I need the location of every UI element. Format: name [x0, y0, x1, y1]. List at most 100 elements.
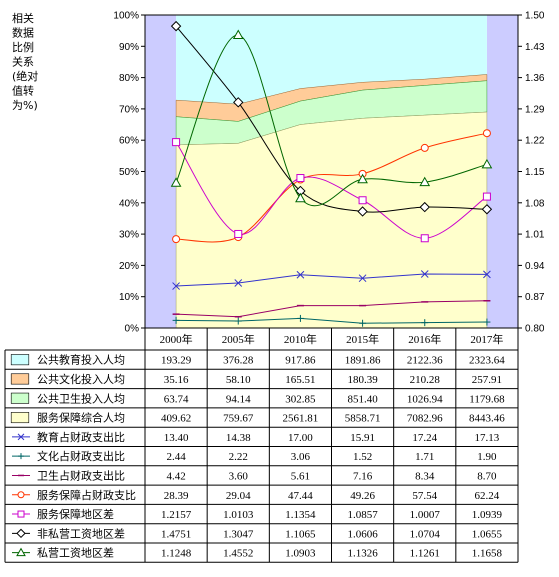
- table-cell: 15.91: [350, 432, 375, 444]
- category-label: 2016年: [408, 332, 441, 346]
- table-cell: 1.1261: [410, 548, 440, 560]
- table-cell: 851.40: [347, 393, 378, 405]
- table-cell: 29.04: [226, 490, 251, 502]
- table-cell: 5858.71: [345, 413, 381, 425]
- tick-label: 100%: [113, 11, 139, 22]
- table-cell: 3.06: [291, 451, 311, 463]
- data-point: [172, 282, 180, 290]
- series-line: [176, 317, 487, 324]
- tick-label: 30%: [119, 230, 139, 241]
- data-point: [358, 196, 367, 205]
- series-line: [176, 273, 487, 287]
- data-point: [481, 204, 493, 215]
- data-point: [296, 174, 305, 183]
- table-cell: 210.28: [410, 374, 441, 386]
- data-point: [483, 318, 491, 326]
- tick-label: 0%: [125, 324, 140, 335]
- tick-label: 50%: [119, 167, 139, 178]
- table-cell: 1.0655: [472, 528, 503, 540]
- data-point: [420, 234, 429, 243]
- stacked-areas: [175, 15, 488, 329]
- table-cell: 7.16: [353, 470, 373, 482]
- data-point: [232, 29, 244, 40]
- tick-label: 1.36: [525, 73, 545, 84]
- data-point: [172, 138, 181, 147]
- table-cell: 1.90: [477, 451, 497, 463]
- category-label: 2017年: [470, 332, 503, 346]
- table-cell: 1.1354: [285, 509, 316, 521]
- data-point: [420, 143, 429, 152]
- tick-label: 1.43: [525, 42, 545, 53]
- table-cell: 917.86: [285, 355, 316, 367]
- table-cell: 94.14: [226, 393, 251, 405]
- legend-key: [17, 510, 25, 518]
- data-point: [233, 97, 244, 108]
- data-point: [358, 274, 367, 283]
- table-cell: 1.4552: [223, 548, 253, 560]
- side-bands: [145, 15, 518, 328]
- table-cell: 1.0939: [472, 509, 503, 521]
- table-cell: 8.34: [415, 470, 435, 482]
- table-cell: 5.61: [291, 470, 310, 482]
- legend-key: [18, 453, 24, 460]
- left-axis-ticks: 0% 10% 20% 30% 40% 50% 60% 70% 80% 90% 100%: [113, 11, 145, 335]
- data-point: [234, 229, 243, 238]
- table-cell: 28.39: [164, 490, 189, 502]
- series-name: 卫生占财政支出比: [37, 468, 125, 482]
- data-point: [419, 201, 430, 213]
- table-cell: 1.1065: [285, 528, 316, 540]
- series-name: 公共卫生投入人均: [37, 391, 125, 405]
- data-point: [172, 316, 180, 324]
- series-name: 服务保障地区差: [37, 507, 114, 521]
- legend-key: [17, 433, 25, 441]
- tick-label: 1.08: [525, 198, 545, 209]
- table-cell: 409.62: [161, 413, 191, 425]
- category-label: 2010年: [284, 332, 317, 346]
- data-point: [420, 270, 429, 278]
- table-cell: 62.24: [475, 490, 500, 502]
- tick-label: 0.80: [525, 324, 545, 335]
- ylabel-line: 比例: [12, 40, 34, 54]
- tick-label: 20%: [119, 261, 139, 272]
- left-side-band: [145, 15, 177, 328]
- data-point: [419, 176, 431, 187]
- table-cell: 1.0007: [410, 509, 441, 521]
- legend-key: [16, 528, 26, 539]
- table-cell: 17.00: [288, 432, 313, 444]
- tick-label: 70%: [119, 104, 139, 115]
- table-cell: 2561.81: [283, 413, 319, 425]
- table-cell: 1891.86: [345, 355, 381, 367]
- series-name: 公共教育投入人均: [37, 353, 125, 367]
- series-name: 教育占财政支出比: [37, 430, 125, 444]
- table-cell: 180.39: [347, 374, 378, 386]
- table-cell: 1.71: [415, 451, 434, 463]
- data-point: [359, 319, 367, 327]
- data-point: [296, 270, 305, 279]
- tick-label: 1.01: [525, 230, 545, 241]
- ylabel-line: 为%): [12, 99, 38, 112]
- legend-key: [10, 412, 30, 424]
- table-cell: 13.40: [164, 432, 189, 444]
- category-label: 2005年: [222, 332, 255, 346]
- tick-label: 1.29: [525, 104, 545, 115]
- tick-label: 90%: [119, 42, 139, 53]
- tick-label: 1.22: [525, 136, 545, 147]
- tick-label: 0.87: [525, 292, 545, 303]
- tick-label: 1.15: [525, 167, 545, 178]
- table-cell: 8.70: [477, 470, 497, 482]
- data-point: [357, 206, 368, 217]
- table-cell: 17.13: [475, 432, 500, 444]
- data-point: [234, 279, 243, 287]
- table-cell: 47.44: [288, 490, 313, 502]
- table-cell: 1.0903: [285, 548, 316, 560]
- legend-key: [10, 373, 30, 385]
- table-cell: 165.51: [285, 374, 315, 386]
- series-name: 文化占财政支出比: [37, 449, 125, 463]
- data-point: [172, 235, 181, 244]
- right-side-band: [486, 15, 518, 328]
- data-point: [483, 270, 491, 279]
- table-cell: 1.52: [353, 451, 372, 463]
- table-cell: 1.0103: [223, 509, 254, 521]
